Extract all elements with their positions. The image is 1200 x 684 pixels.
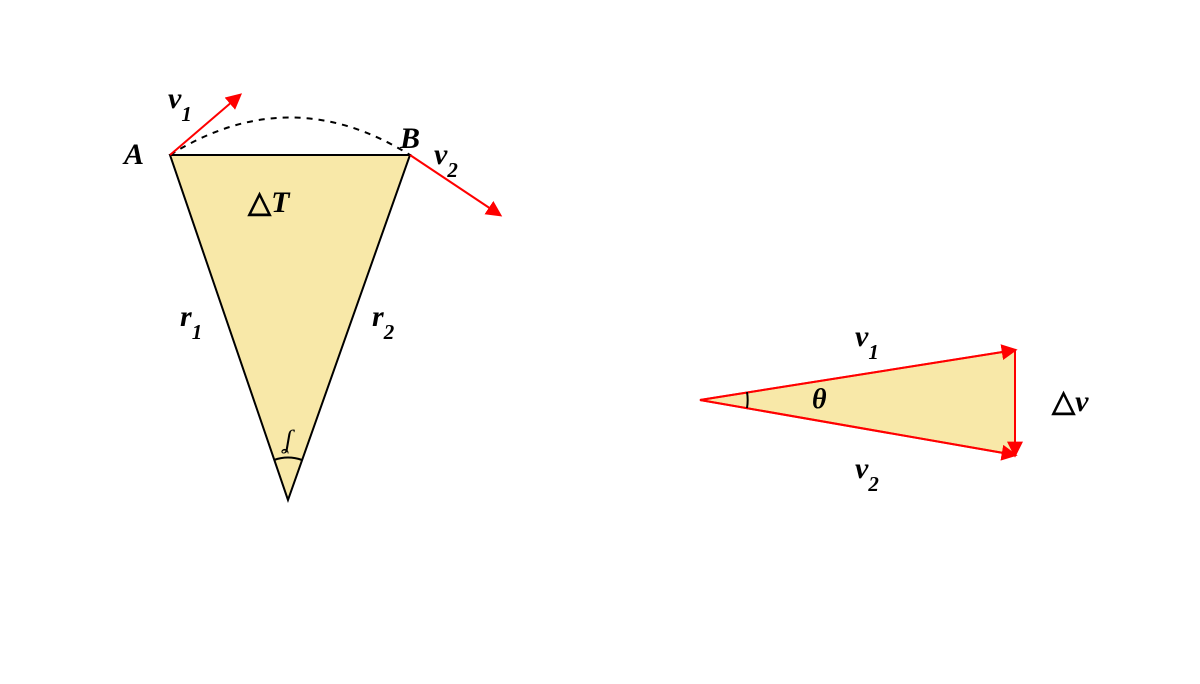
label-v1-right: v1: [855, 320, 879, 359]
label-r1: r1: [180, 300, 202, 339]
label-A: A: [124, 138, 144, 172]
label-theta: θ: [812, 384, 827, 416]
label-deltaV: △v: [1052, 384, 1088, 419]
label-B: B: [400, 122, 420, 156]
label-v2-right: v2: [855, 452, 879, 491]
label-v1-left: v1: [168, 82, 192, 121]
label-r2: r2: [372, 300, 394, 339]
right-diagram: [700, 350, 1015, 455]
right-angle-arc: [747, 392, 748, 408]
label-v2-left: v2: [434, 138, 458, 177]
label-deltaT: △T: [248, 185, 289, 220]
